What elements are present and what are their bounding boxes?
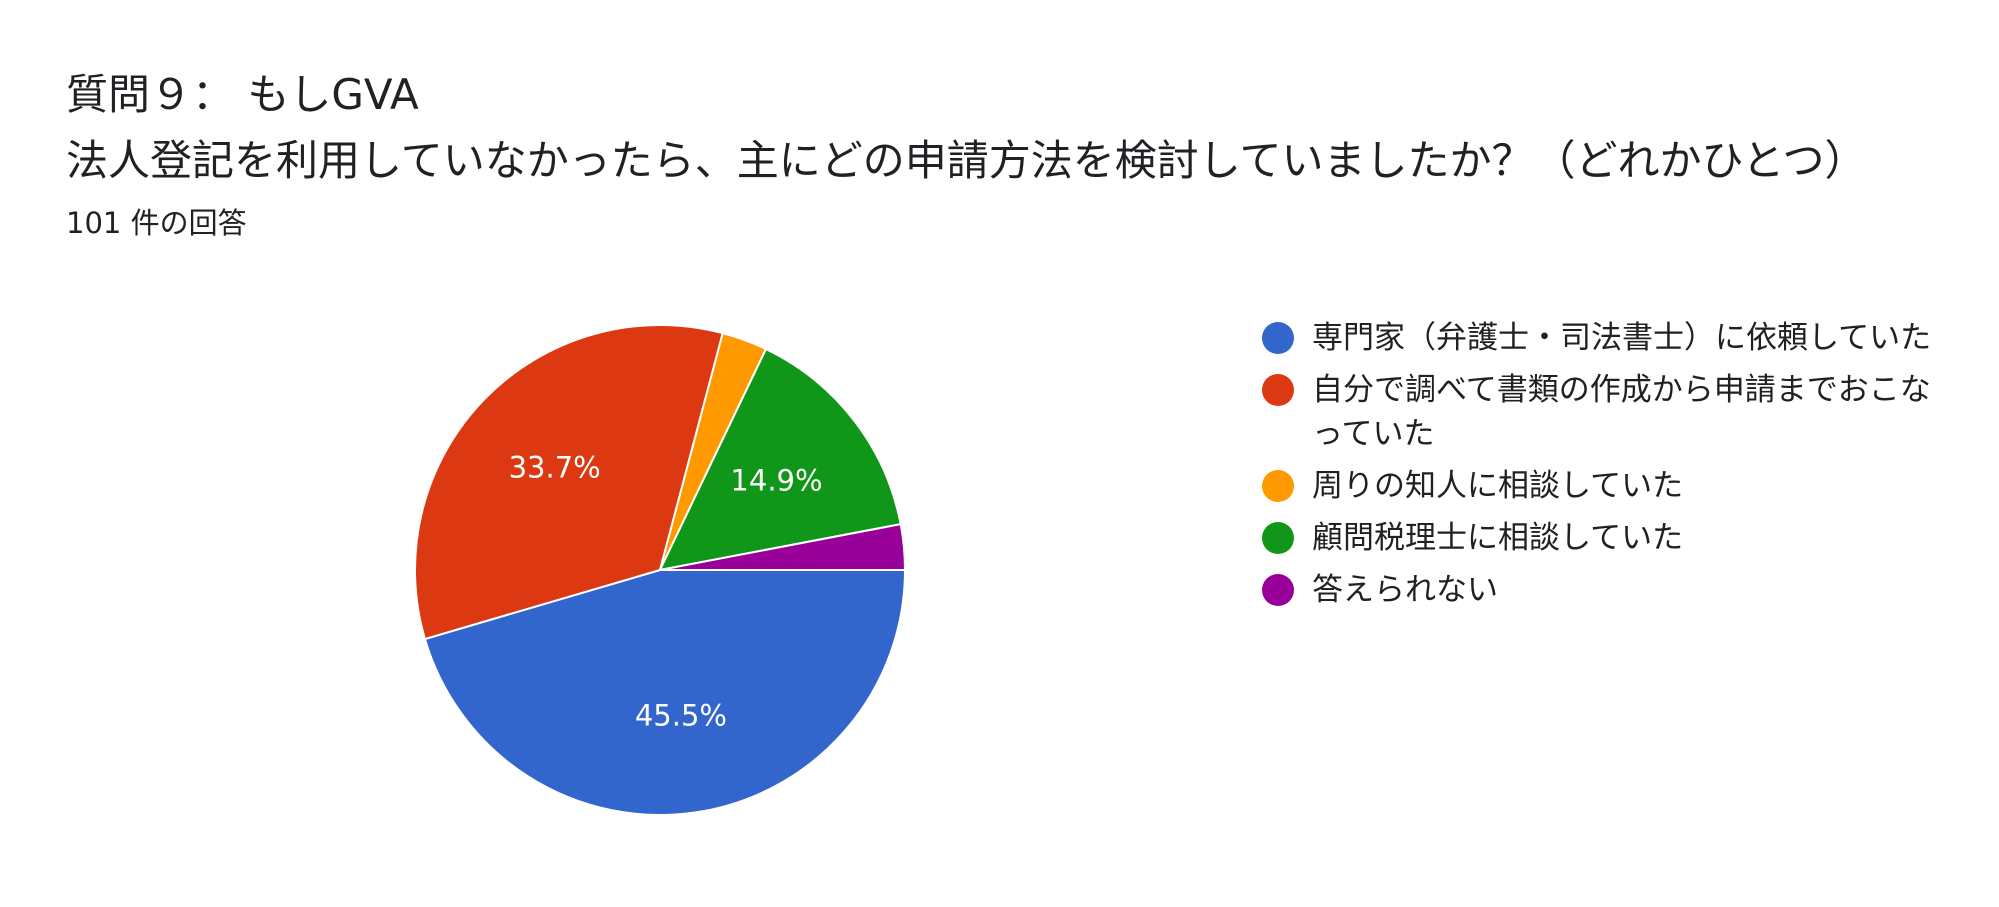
legend-label: 顧問税理士に相談していた — [1312, 520, 1684, 556]
legend-swatch-icon — [1262, 322, 1294, 354]
legend-swatch-icon — [1262, 522, 1294, 554]
chart-header: 質問９： もしGVA 法人登記を利用していなかったら、主にどの申請方法を検討して… — [66, 62, 1867, 246]
legend-item-1[interactable]: 自分で調べて書類の作成から申請までおこなっていた — [1262, 368, 1952, 456]
pie-slice-3 — [658, 347, 902, 572]
pie-slice-4 — [659, 522, 907, 571]
legend-label: 答えられない — [1312, 572, 1498, 608]
chart-legend: 専門家（弁護士・司法書士）に依頼していた自分で調べて書類の作成から申請までおこな… — [1262, 316, 1952, 620]
legend-label: 専門家（弁護士・司法書士）に依頼していた — [1312, 320, 1932, 356]
slice-label-0: 45.5% — [635, 699, 727, 733]
legend-label: 周りの知人に相談していた — [1312, 468, 1684, 504]
chart-title-line-1: 質問９： もしGVA — [66, 70, 419, 119]
legend-swatch-icon — [1262, 470, 1294, 502]
legend-item-0[interactable]: 専門家（弁護士・司法書士）に依頼していた — [1262, 316, 1952, 360]
slice-label-3: 14.9% — [730, 463, 822, 497]
pie-chart: 45.5% 33.7% 14.9% — [414, 324, 907, 816]
legend-swatch-icon — [1262, 374, 1294, 406]
legend-item-3[interactable]: 顧問税理士に相談していた — [1262, 516, 1952, 560]
pie-slice-1 — [414, 324, 724, 641]
legend-swatch-icon — [1262, 574, 1294, 606]
response-count: 101 件の回答 — [66, 206, 247, 240]
slice-label-1: 33.7% — [509, 450, 601, 484]
chart-title-line-2: 法人登記を利用していなかったら、主にどの申請方法を検討していましたか？（どれかひ… — [66, 136, 1867, 185]
legend-item-2[interactable]: 周りの知人に相談していた — [1262, 464, 1952, 508]
legend-item-4[interactable]: 答えられない — [1262, 568, 1952, 612]
pie-slice-0 — [423, 569, 907, 816]
legend-label: 自分で調べて書類の作成から申請までおこなっていた — [1312, 372, 1931, 452]
